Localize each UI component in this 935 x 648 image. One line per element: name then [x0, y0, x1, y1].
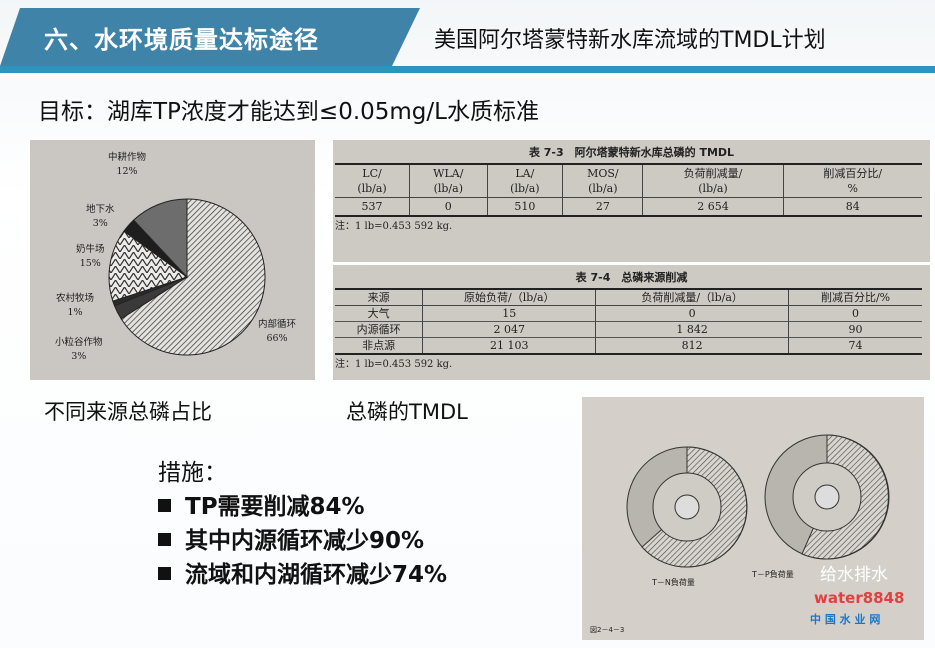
tn-label: T－N負荷量 [652, 578, 695, 587]
col-la: LA/(lb/a) [486, 164, 563, 198]
table1-title: 表 7-3 阿尔塔蒙特新水库总磷的 TMDL [528, 146, 735, 159]
col-wla: WLA/(lb/a) [409, 164, 488, 198]
bullet-square-icon [158, 533, 171, 546]
measure-item: 流域和内湖循环减少74% [158, 558, 447, 592]
pie-label-0: 中耕作物 12% [108, 152, 147, 177]
tn-donut [626, 446, 748, 568]
table-row: 537 0 510 27 2 654 84 [335, 197, 922, 216]
bullet-square-icon [158, 499, 171, 512]
bullet-square-icon [158, 567, 171, 580]
pie-label-3: 农村牧场 1% [56, 293, 95, 318]
watermark-text: 给水排水 [820, 565, 888, 585]
table1-note: 注：1 lb=0.453 592 kg. [335, 221, 453, 232]
measures-heading: 措施： [158, 460, 227, 486]
table-row: 大气 15 0 0 [335, 305, 922, 322]
section-title: 六、水环境质量达标途径 [44, 26, 319, 54]
table-row: 非点源 21 103 812 74 [335, 337, 922, 354]
col-mos: MOS/(lb/a) [562, 164, 643, 198]
pie-chart-photo: 中耕作物 12% 地下水 3% 奶牛场 15% 农村牧场 1% 小粒谷作物 3% 内部循环… [30, 140, 315, 380]
tokyo-bay-load-photo: T－N負荷量 T－P負荷量 図2－4－3 给水排水 water8848 中 国 … [582, 397, 924, 640]
pie-label-1: 地下水 3% [86, 204, 115, 229]
table2-title: 表 7-4 总磷来源削减 [575, 271, 688, 284]
col-reduction: 负荷削减量/(lb/a) [642, 164, 783, 198]
source-reduction-table: 来源 原始负荷/（lb/a） 负荷削减量/（lb/a） 削减百分比/% 大气 15 0 0 … [335, 288, 922, 355]
watermark-brand: water8848 [814, 589, 905, 607]
slide-title: 美国阿尔塔蒙特新水库流域的TMDL计划 [434, 28, 826, 53]
pie-label-2: 奶牛场 15% [76, 244, 105, 269]
measure-item: 其中内源循环减少90% [158, 524, 447, 558]
pie-label-4: 小粒谷作物 3% [55, 337, 103, 362]
header-divider [0, 66, 935, 73]
pie-slice-奶牛场 [108, 230, 189, 302]
pie-caption: 不同来源总磷占比 [44, 400, 212, 424]
pie-slice-中耕作物 [132, 198, 188, 279]
measures-list: 措施： TP需要削减84% 其中内源循环减少90% 流域和内湖循环减少74% [158, 456, 447, 592]
source-reduction-table-photo: 表 7-4 总磷来源削减 来源 原始负荷/（lb/a） 负荷削减量/（lb/a） 削减… [333, 265, 930, 380]
table2-note: 注：1 lb=0.453 592 kg. [335, 359, 453, 370]
pie-slice-内部循环 [120, 198, 266, 356]
col-lc: LC/(lb/a) [357, 167, 387, 195]
tp-donut [764, 434, 890, 560]
watermark-site: 中 国 水 业 网 [810, 613, 881, 626]
col-percent: 削减百分比/% [782, 164, 922, 198]
measure-item: TP需要削减84% [158, 490, 447, 524]
tmdl-table: LC/(lb/a) WLA/(lb/a) LA/(lb/a) MOS/(lb/a… [335, 163, 922, 217]
section-banner: 六、水环境质量达标途径 [0, 8, 420, 66]
donut-charts [626, 434, 890, 568]
goal-text: 目标：湖库TP浓度才能达到≤0.05mg/L水质标准 [38, 99, 539, 125]
pie-label-5: 内部循环 66% [258, 319, 297, 344]
tp-label: T－P負荷量 [752, 570, 794, 579]
table-row: 内源循环 2 047 1 842 90 [335, 321, 922, 338]
tmdl-table-photo: 表 7-3 阿尔塔蒙特新水库总磷的 TMDL LC/(lb/a) WLA/(lb… [333, 140, 930, 262]
pie-chart [108, 198, 266, 356]
tmdl-caption: 总磷的TMDL [346, 400, 468, 424]
figure-number: 図2－4－3 [590, 626, 625, 634]
